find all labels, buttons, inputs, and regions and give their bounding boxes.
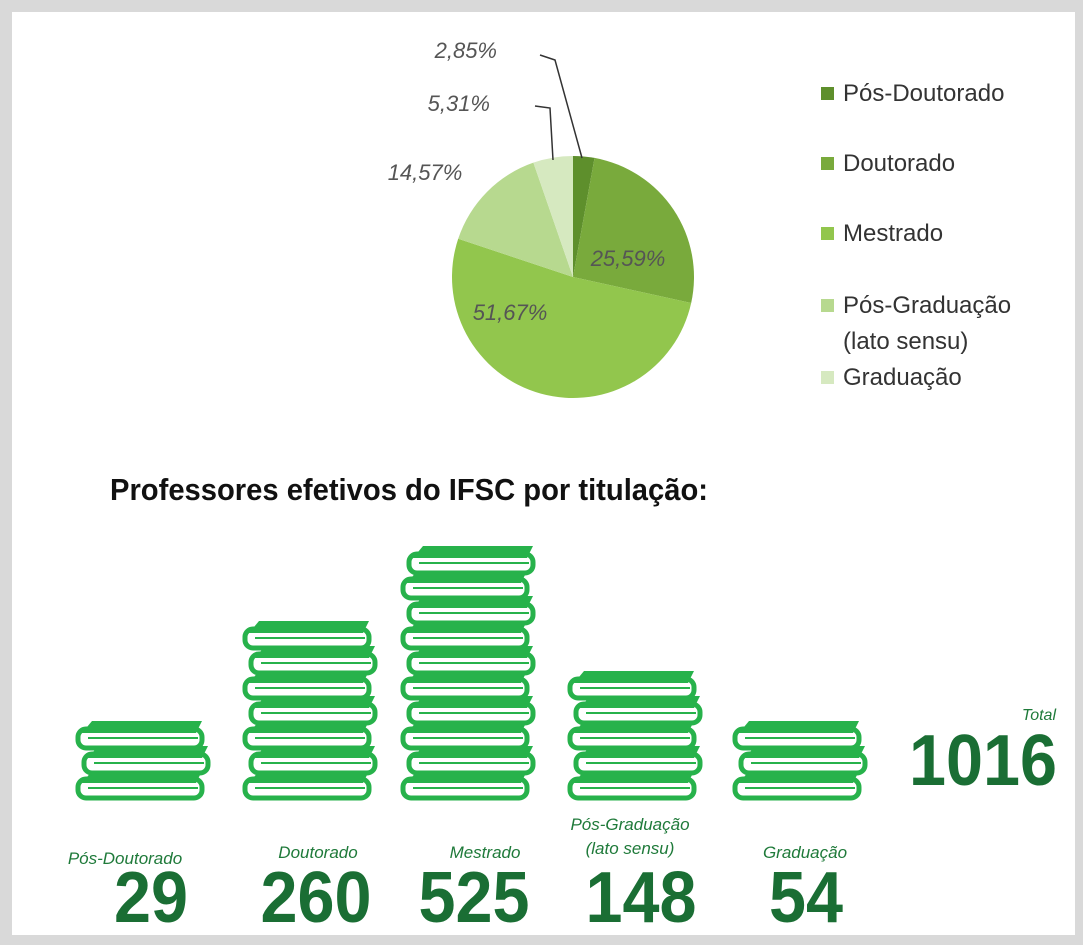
- pie-slice: [451, 238, 692, 399]
- value-label: 54: [769, 858, 843, 938]
- book-cover: [249, 621, 369, 633]
- legend-swatch: [821, 299, 834, 312]
- legend-label: Pós-Graduação (lato sensu): [843, 292, 1011, 355]
- book-stack: [75, 721, 211, 801]
- leader-line: [539, 54, 583, 159]
- value-label: 260: [261, 858, 372, 938]
- pie-slice: [573, 157, 694, 303]
- legend-swatch: [821, 87, 834, 100]
- slice-label: 51,67%: [473, 300, 548, 325]
- category-label: Mestrado: [450, 843, 521, 862]
- category-label: Pós-Doutorado: [68, 849, 182, 868]
- total-label: Total: [1022, 707, 1057, 724]
- legend-swatch: [821, 157, 834, 170]
- category-label: Graduação: [763, 843, 847, 862]
- legend-label: Doutorado: [843, 150, 955, 177]
- slice-label: 25,59%: [590, 246, 666, 271]
- legend-label: Pós-Doutorado: [843, 80, 1004, 107]
- slice-label: 2,85%: [434, 38, 497, 63]
- leader-line: [534, 105, 554, 161]
- book-stack: [567, 671, 703, 801]
- legend-swatch: [821, 227, 834, 240]
- total-value: 1016: [909, 721, 1057, 801]
- legend-label: Graduação: [843, 364, 962, 391]
- category-label: Pós-Graduação (lato sensu): [570, 815, 689, 858]
- value-label: 29: [114, 858, 188, 938]
- pie-slice: [458, 162, 573, 277]
- book-cover: [574, 671, 694, 683]
- pie-slice: [533, 156, 573, 277]
- category-label: Doutorado: [278, 843, 357, 862]
- book-cover: [739, 721, 859, 733]
- value-label: 148: [586, 858, 697, 938]
- legend-label: Mestrado: [843, 220, 943, 247]
- slice-label: 5,31%: [428, 91, 490, 116]
- book-stack: [242, 621, 378, 801]
- book-cover: [82, 721, 202, 733]
- book-cover: [413, 546, 533, 558]
- pie-slice: [573, 156, 595, 277]
- book-stack: [732, 721, 868, 801]
- value-label: 525: [419, 858, 530, 938]
- legend-swatch: [821, 371, 834, 384]
- book-stack: [400, 546, 536, 801]
- pictogram-title: Professores efetivos do IFSC por titulaç…: [110, 472, 708, 507]
- slice-label: 14,57%: [388, 160, 463, 185]
